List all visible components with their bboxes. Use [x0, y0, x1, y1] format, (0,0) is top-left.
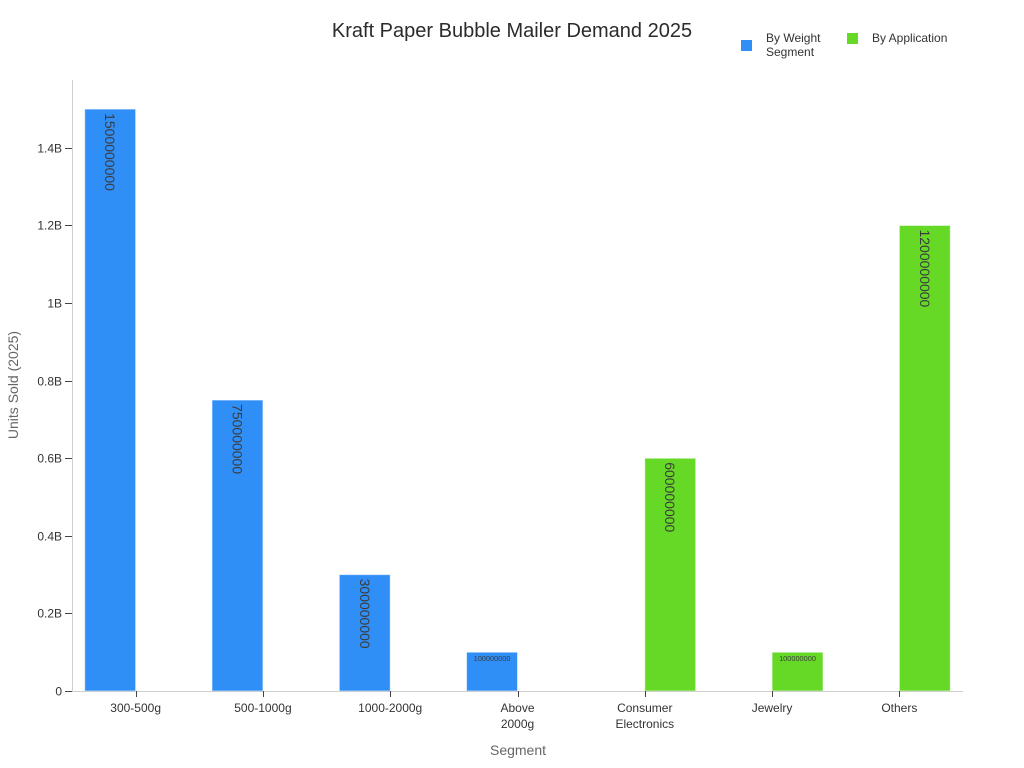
x-tick-label-others: Others	[881, 700, 917, 716]
x-tick-label-line: Above	[500, 701, 535, 715]
bar-value-label-by-weight-segment-1000-2000g: 300000000	[357, 579, 373, 649]
bar-by-application-others	[898, 224, 951, 692]
x-tick-label-500-1000g: 500-1000g	[234, 700, 291, 716]
x-tick-label-line: 500-1000g	[234, 701, 292, 715]
y-tick-label: 0.6B	[37, 452, 62, 466]
bar-value-label-by-weight-segment-500-1000g: 750000000	[229, 404, 245, 474]
x-axis-title: Segment	[489, 742, 547, 758]
x-tick-label-line: 1000-2000g	[358, 701, 423, 715]
legend-label: By Weight Segment	[766, 31, 821, 59]
bar-value-label-by-application-consumer-electronics: 600000000	[662, 462, 678, 532]
x-tick-label-line: 2000g	[500, 717, 535, 731]
x-tick-label-line: Consumer	[617, 701, 673, 715]
bar-value-label-by-application-others: 1200000000	[917, 229, 933, 307]
y-axis-title: Units Sold (2025)	[5, 330, 21, 440]
y-tick-label: 0.4B	[37, 530, 62, 544]
legend-item-by-weight-segment[interactable]: By Weight Segment	[741, 31, 828, 59]
x-tick-label-line: Others	[881, 701, 918, 715]
x-tick-label-line: 300-500g	[110, 701, 161, 715]
bars-layer	[84, 108, 951, 692]
legend-item-by-application[interactable]: By Application	[847, 31, 947, 45]
x-tick-label-line: Electronics	[615, 717, 675, 731]
bar-by-application-consumer-electronics	[644, 457, 697, 692]
legend-label: By Application	[872, 31, 948, 45]
axes-layer: 0 0.2B 0.4B 0.6B 0.8B 1B 1.2B 1.4B	[37, 80, 963, 699]
bar-by-weight-segment-500-1000g	[211, 399, 264, 692]
x-tick-label-300-500g: 300-500g	[110, 700, 161, 716]
legend-square-icon	[847, 32, 858, 44]
legend-square-icon	[741, 39, 752, 51]
bar-value-labels-layer: 1500000000 750000000 300000000 100000000 600…	[102, 113, 933, 663]
y-tick-label: 1.2B	[37, 219, 62, 233]
y-tick-label: 0.2B	[37, 607, 62, 621]
x-tick-label-consumer-electronics: Consumer Electronics	[615, 700, 674, 732]
x-tick-label-line: Jewelry	[751, 701, 793, 715]
bar-by-weight-segment-300-500g	[84, 108, 137, 692]
bar-value-label-by-weight-segment-300-500g: 1500000000	[102, 113, 118, 191]
x-tick-label-jewelry: Jewelry	[752, 700, 793, 716]
y-tick-label: 1B	[47, 297, 62, 311]
y-tick-label: 0.8B	[37, 375, 62, 389]
bar-by-weight-segment-1000-2000g	[338, 574, 391, 692]
y-tick-label: 0	[55, 685, 62, 699]
chart-title: Kraft Paper Bubble Mailer Demand 2025	[331, 20, 693, 42]
x-tick-label-1000-2000g: 1000-2000g	[358, 700, 422, 716]
bar-value-label-by-weight-segment-above-2000g: 100000000	[474, 654, 511, 663]
legend: By Weight Segment By Application	[741, 31, 947, 59]
y-tick-label: 1.4B	[37, 142, 62, 156]
x-tick-label-above-2000g: Above 2000g	[500, 700, 534, 732]
bar-value-label-by-application-jewelry: 100000000	[779, 654, 816, 663]
